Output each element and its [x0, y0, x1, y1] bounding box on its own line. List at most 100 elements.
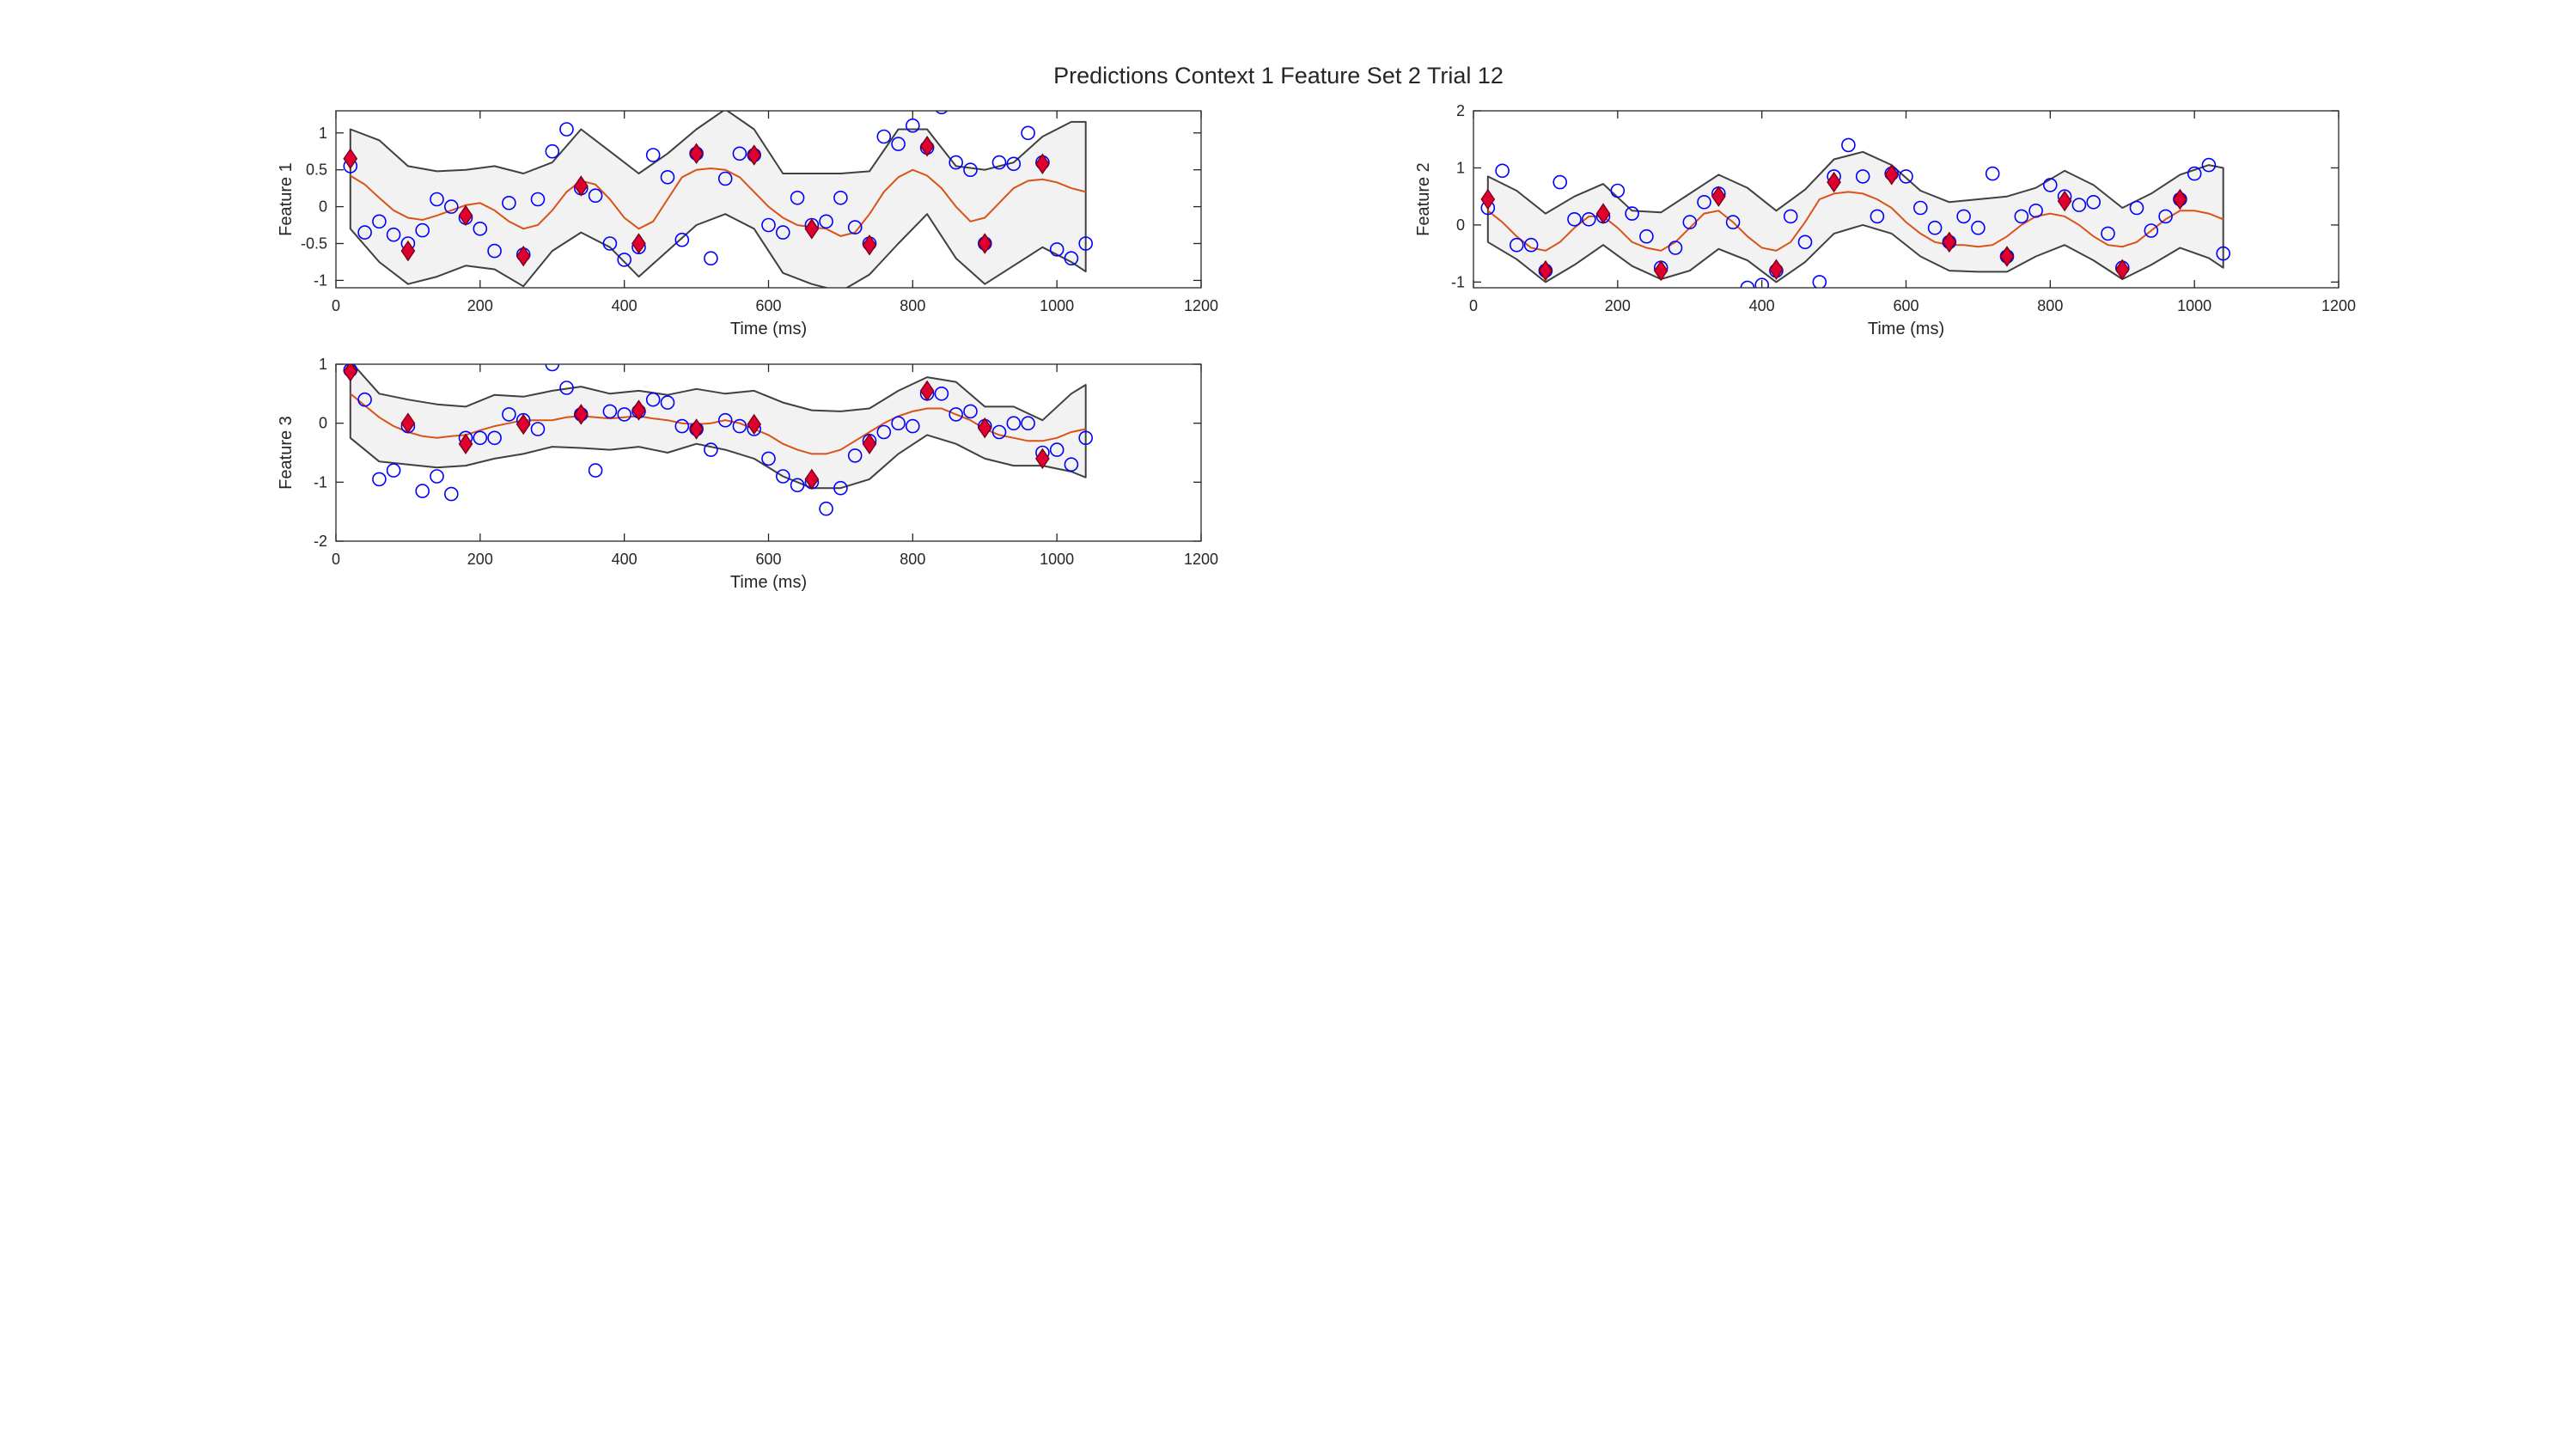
prediction-marker: [515, 245, 531, 267]
observation-point: [2187, 166, 2202, 181]
observation-point: [1582, 212, 1596, 227]
observation-point: [1754, 277, 1769, 288]
observation-point: [717, 412, 733, 428]
x-tick-label: 200: [467, 297, 493, 314]
x-tick-label: 1000: [1040, 297, 1074, 314]
observation-point: [2129, 200, 2144, 216]
prediction-marker: [689, 143, 704, 165]
x-tick-label: 800: [900, 297, 925, 314]
prediction-marker: [400, 240, 416, 262]
y-tick-label: -2: [314, 533, 327, 550]
observation-point: [732, 418, 747, 434]
observation-point: [502, 407, 516, 422]
prediction-marker: [343, 148, 358, 170]
observation-point: [1740, 280, 1755, 288]
x-tick-label: 400: [612, 297, 637, 314]
observation-point: [790, 191, 805, 205]
x-axis-label: Time (ms): [1868, 320, 1944, 338]
y-tick-label: 0: [319, 198, 327, 216]
y-axis-label: Feature 1: [277, 162, 296, 236]
prediction-marker: [919, 135, 935, 157]
prediction-marker: [1035, 448, 1050, 470]
observation-point: [906, 118, 920, 133]
observation-point: [991, 424, 1007, 440]
observation-point: [935, 111, 948, 114]
prediction-marker: [631, 399, 646, 421]
prediction-marker: [1653, 259, 1668, 282]
observation-point: [2158, 209, 2173, 224]
observation-point: [530, 192, 546, 207]
observation-point: [891, 416, 906, 431]
axes-feature-1: 0 200 400 600 800 1000 1200 -1 -0.5 0 0.5 1 Time (ms…: [277, 110, 1218, 338]
observation-point: [949, 155, 963, 170]
observation-point: [1610, 183, 1626, 198]
observation-point: [1523, 237, 1539, 253]
observation-point: [2201, 157, 2217, 173]
observation-point: [1697, 195, 1711, 210]
observation-point: [473, 430, 488, 446]
observation-point: [1064, 251, 1079, 266]
observation-point: [473, 221, 488, 236]
observation-point: [704, 251, 718, 266]
observation-point: [1841, 137, 1856, 153]
prediction-marker: [458, 433, 473, 454]
x-axis-label: Time (ms): [730, 320, 807, 338]
plot-content: [343, 364, 1093, 516]
y-axis-label: Feature 2: [1414, 162, 1433, 236]
observation-point: [602, 236, 618, 251]
observation-point: [1725, 215, 1741, 229]
observation-point: [2086, 195, 2101, 210]
prediction-marker: [977, 233, 992, 254]
observation-point: [1049, 442, 1064, 457]
observation-point: [732, 146, 747, 161]
observation-point: [1625, 206, 1639, 221]
observation-point: [1668, 241, 1683, 255]
prediction-marker: [400, 412, 416, 434]
prediction-marker: [977, 417, 992, 439]
observation-point: [559, 122, 574, 137]
prediction-marker: [573, 404, 589, 425]
observation-point: [617, 407, 632, 422]
x-tick-label: 200: [1605, 297, 1631, 314]
x-tick-label: 800: [2037, 297, 2063, 314]
prediction-marker: [2114, 259, 2130, 280]
x-tick-label: 600: [755, 297, 781, 314]
observation-point: [847, 220, 863, 235]
prediction-marker: [804, 218, 820, 240]
observation-point: [1021, 416, 1035, 431]
observation-point: [1553, 174, 1567, 190]
observation-point: [2071, 198, 2087, 212]
observation-point: [1006, 416, 1022, 431]
plot-content: [1480, 137, 2230, 288]
observation-point: [443, 199, 459, 214]
x-tick-label: 1000: [2177, 297, 2211, 314]
x-tick-label: 400: [1749, 297, 1775, 314]
observation-point: [1049, 242, 1064, 257]
observation-point: [1682, 215, 1698, 229]
observation-point: [2043, 178, 2058, 192]
observation-point: [1639, 228, 1654, 244]
prediction-marker: [2173, 188, 2187, 210]
observation-point: [645, 392, 661, 407]
prediction-marker: [1942, 231, 1957, 253]
observation-point: [545, 364, 560, 372]
confidence-band: [349, 111, 1087, 288]
observation-point: [1956, 209, 1971, 224]
prediction-marker: [1711, 186, 1726, 207]
x-tick-label: 600: [755, 551, 781, 568]
x-tick-label: 1200: [1184, 297, 1218, 314]
observation-point: [1078, 430, 1093, 446]
observation-point: [530, 422, 546, 436]
observation-point: [1495, 163, 1510, 179]
x-axis-label: Time (ms): [730, 573, 807, 592]
prediction-marker: [573, 175, 589, 197]
prediction-marker: [862, 234, 877, 256]
observation-point: [386, 463, 401, 478]
y-tick-label: -1: [1451, 273, 1465, 290]
observation-point: [415, 222, 430, 238]
x-tick-label: 1200: [1184, 551, 1218, 568]
observation-point: [876, 424, 892, 440]
observation-point: [602, 404, 618, 419]
observation-point: [761, 217, 776, 233]
